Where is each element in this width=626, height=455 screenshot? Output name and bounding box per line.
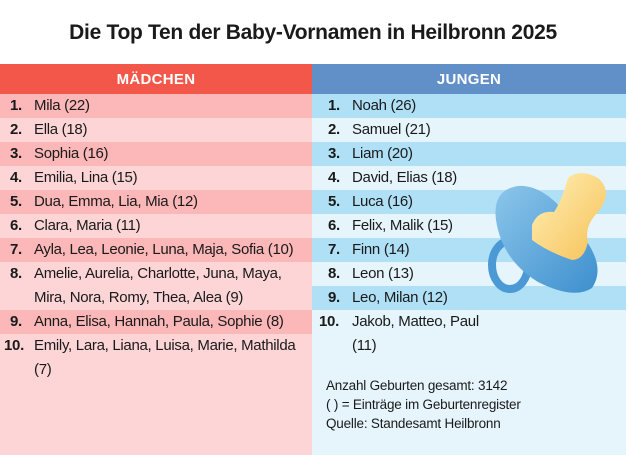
rank: 9. (328, 289, 340, 306)
list-item: 10. Jakob, Matteo, Paul (11) (312, 310, 626, 358)
rank: 1. (10, 97, 22, 114)
girls-header: MÄDCHEN (0, 64, 312, 94)
total-births-note: Anzahl Geburten gesamt: 3142 (326, 378, 508, 393)
boys-header: JUNGEN (312, 64, 626, 94)
names: Mila (22) (34, 97, 90, 114)
list-item: 10. Emily, Lara, Liana, Luisa, Marie, Mat… (0, 334, 312, 382)
rank: 8. (328, 265, 340, 282)
list-item: 6. Clara, Maria (11) (0, 214, 312, 238)
list-item: 3. Sophia (16) (0, 142, 312, 166)
list-item: 4. David, Elias (18) (312, 166, 626, 190)
list-item: 3. Liam (20) (312, 142, 626, 166)
names: Samuel (21) (352, 121, 431, 138)
names: Noah (26) (352, 97, 417, 114)
rank: 2. (328, 121, 340, 138)
rank: 8. (10, 265, 22, 282)
rank: 1. (328, 97, 340, 114)
rank: 5. (328, 193, 340, 210)
list-item: 9. Anna, Elisa, Hannah, Paula, Sophie (8) (0, 310, 312, 334)
list-item: 2. Samuel (21) (312, 118, 626, 142)
rank: 4. (10, 169, 22, 186)
list-item: 2. Ella (18) (0, 118, 312, 142)
names: Felix, Malik (15) (352, 217, 453, 234)
legend-note: ( ) = Einträge im Geburtenregister (326, 397, 521, 412)
names: Jakob, Matteo, Paul (11) (352, 313, 479, 354)
list-item: 7. Ayla, Lea, Leonie, Luna, Maja, Sofia (… (0, 238, 312, 262)
rank: 3. (10, 145, 22, 162)
names: Clara, Maria (11) (34, 217, 141, 234)
names: Leo, Milan (12) (352, 289, 448, 306)
girls-column: MÄDCHEN 1. Mila (22) 2. Ella (18) 3. Sophia (… (0, 64, 312, 455)
names: Liam (20) (352, 145, 413, 162)
rank: 7. (328, 241, 340, 258)
rank: 7. (10, 241, 22, 258)
list-item: 1. Mila (22) (0, 94, 312, 118)
list-item: 8. Amelie, Aurelia, Charlotte, Juna, Maya… (0, 262, 312, 310)
rank: 2. (10, 121, 22, 138)
names: Emilia, Lina (15) (34, 169, 138, 186)
rank: 10. (319, 313, 339, 330)
source-note: Quelle: Standesamt Heilbronn (326, 416, 501, 431)
rank: 6. (328, 217, 340, 234)
list-item: 4. Emilia, Lina (15) (0, 166, 312, 190)
names: Ella (18) (34, 121, 88, 138)
names: Ayla, Lea, Leonie, Luna, Maja, Sofia (10… (34, 241, 294, 258)
names: Amelie, Aurelia, Charlotte, Juna, Maya, … (34, 265, 282, 306)
names: Finn (14) (352, 241, 410, 258)
notes: Anzahl Geburten gesamt: 3142 ( ) = Eintr… (326, 376, 626, 433)
names: Luca (16) (352, 193, 413, 210)
rank: 3. (328, 145, 340, 162)
rank: 10. (4, 337, 24, 354)
pacifier-icon (488, 173, 606, 293)
names: Sophia (16) (34, 145, 109, 162)
names: Anna, Elisa, Hannah, Paula, Sophie (8) (34, 313, 284, 330)
list-item: 9. Leo, Milan (12) (312, 286, 626, 310)
list-item: 8. Leon (13) (312, 262, 626, 286)
names: David, Elias (18) (352, 169, 457, 186)
names: Dua, Emma, Lia, Mia (12) (34, 193, 198, 210)
names: Leon (13) (352, 265, 414, 282)
rank: 9. (10, 313, 22, 330)
page-title: Die Top Ten der Baby-Vornamen in Heilbro… (69, 21, 557, 44)
names: Emily, Lara, Liana, Luisa, Marie, Mathil… (34, 337, 296, 378)
list-item: 1. Noah (26) (312, 94, 626, 118)
rank: 4. (328, 169, 340, 186)
list-item: 5. Dua, Emma, Lia, Mia (12) (0, 190, 312, 214)
list-item: 6. Felix, Malik (15) (312, 214, 626, 238)
rank: 5. (10, 193, 22, 210)
rank: 6. (10, 217, 22, 234)
